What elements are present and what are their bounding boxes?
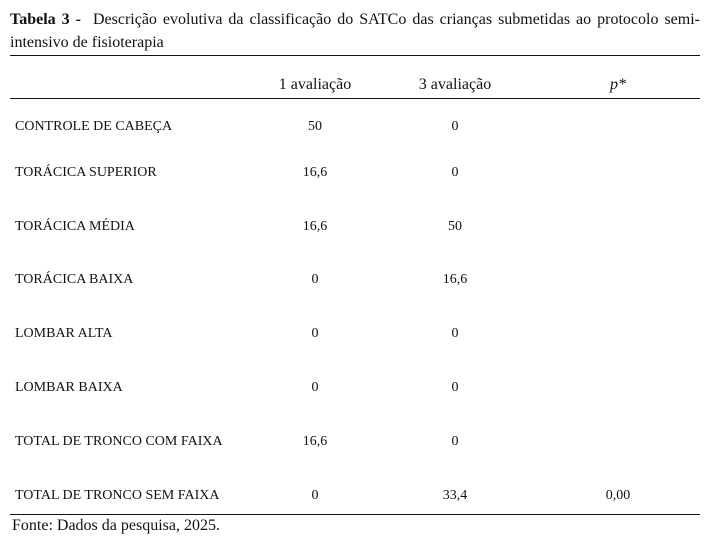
header-1-avaliacao: 1 avaliação xyxy=(278,76,352,93)
table-row: TOTAL DE TRONCO SEM FAIXA 0 33,4 0,00 xyxy=(0,488,714,508)
source-note: Fonte: Dados da pesquisa, 2025. xyxy=(12,517,220,534)
row-label: TORÁCICA SUPERIOR xyxy=(15,165,157,180)
cell-3-avaliacao: 50 xyxy=(448,219,462,234)
table-row: LOMBAR ALTA 0 0 xyxy=(0,326,714,346)
bottom-rule xyxy=(10,514,700,515)
table-row: CONTROLE DE CABEÇA 50 0 xyxy=(0,119,714,139)
row-label: TORÁCICA BAIXA xyxy=(15,272,134,287)
cell-p: 0,00 xyxy=(605,488,631,503)
cell-1-avaliacao: 16,6 xyxy=(302,165,328,180)
table-caption: Tabela 3 - Descrição evolutiva da classi… xyxy=(10,8,700,54)
cell-3-avaliacao: 0 xyxy=(451,119,459,134)
cell-3-avaliacao: 0 xyxy=(451,326,459,341)
cell-1-avaliacao: 0 xyxy=(311,272,319,287)
cell-3-avaliacao: 16,6 xyxy=(442,272,468,287)
header-p-value: p* xyxy=(610,76,626,93)
row-label: TOTAL DE TRONCO COM FAIXA xyxy=(15,434,223,449)
table-row: TORÁCICA BAIXA 0 16,6 xyxy=(0,272,714,292)
cell-1-avaliacao: 16,6 xyxy=(302,434,328,449)
row-label: LOMBAR ALTA xyxy=(15,326,113,341)
cell-3-avaliacao: 33,4 xyxy=(442,488,468,503)
row-label: TOTAL DE TRONCO SEM FAIXA xyxy=(15,488,220,503)
table-row: TORÁCICA MÉDIA 16,6 50 xyxy=(0,219,714,239)
cell-1-avaliacao: 50 xyxy=(308,119,322,134)
table-row: TORÁCICA SUPERIOR 16,6 0 xyxy=(0,165,714,185)
cell-1-avaliacao: 0 xyxy=(311,326,319,341)
row-label: CONTROLE DE CABEÇA xyxy=(15,119,173,134)
row-label: LOMBAR BAIXA xyxy=(15,380,123,395)
table-row: LOMBAR BAIXA 0 0 xyxy=(0,380,714,400)
row-label: TORÁCICA MÉDIA xyxy=(15,219,135,234)
cell-1-avaliacao: 0 xyxy=(311,488,319,503)
cell-3-avaliacao: 0 xyxy=(451,434,459,449)
top-rule xyxy=(10,55,700,56)
cell-1-avaliacao: 0 xyxy=(311,380,319,395)
table-row: TOTAL DE TRONCO COM FAIXA 16,6 0 xyxy=(0,434,714,454)
header-3-avaliacao: 3 avaliação xyxy=(418,76,492,93)
cell-3-avaliacao: 0 xyxy=(451,165,459,180)
cell-1-avaliacao: 16,6 xyxy=(302,219,328,234)
header-rule xyxy=(10,98,700,99)
caption-text: Descrição evolutiva da classificação do … xyxy=(10,11,700,51)
cell-3-avaliacao: 0 xyxy=(451,380,459,395)
caption-label: Tabela 3 - xyxy=(10,11,81,28)
